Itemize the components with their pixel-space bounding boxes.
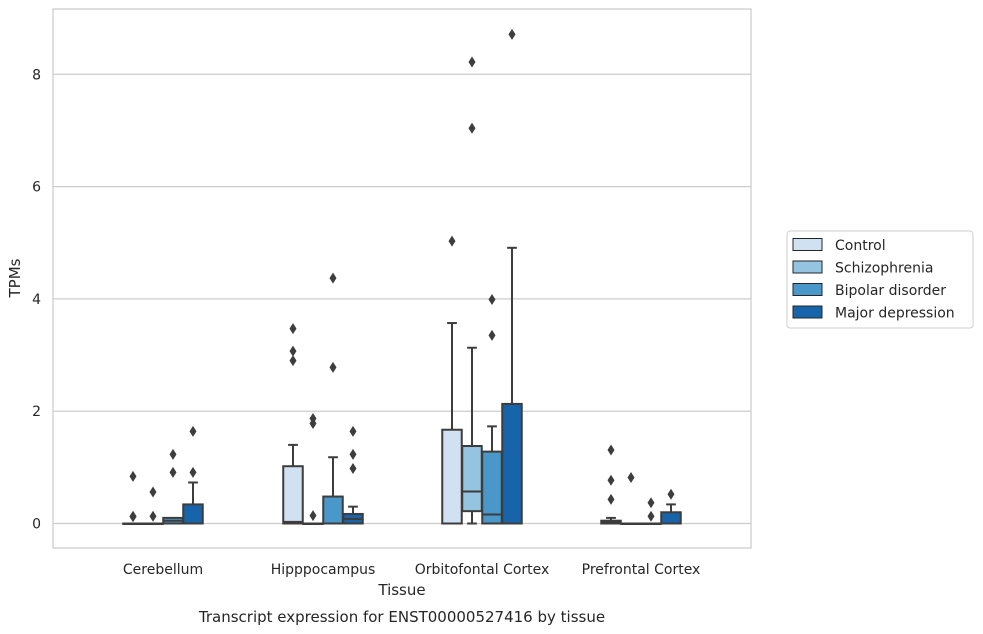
outlier-point [468, 122, 476, 134]
legend-swatch [792, 283, 823, 296]
y-axis-title: TPMs [6, 258, 24, 298]
box-group [620, 471, 642, 525]
x-axis-ticks: Cerebellum Hipppocampus Orbitofontal Corte… [123, 562, 700, 578]
plot-area-frame [52, 8, 752, 549]
outlier-point [289, 323, 297, 335]
outlier-point [129, 470, 137, 482]
legend-label: Major depression [835, 306, 955, 322]
outlier-point [647, 510, 655, 522]
y-tick-label: 8 [32, 67, 41, 83]
outlier-point [488, 293, 496, 305]
outlier-point [169, 448, 177, 460]
x-tick-label: Prefrontal Cortex [582, 562, 701, 578]
box-group [282, 323, 304, 525]
y-tick-label: 6 [32, 180, 41, 196]
outlier-point [169, 466, 177, 478]
outlier-point [189, 425, 197, 437]
box [501, 402, 523, 525]
legend-swatch [792, 238, 823, 251]
x-tick-label: Orbitofontal Cortex [415, 562, 550, 578]
box-group [342, 425, 364, 525]
box [182, 503, 204, 525]
outlier-point [149, 486, 157, 498]
outlier-point [289, 355, 297, 367]
box [441, 428, 463, 525]
outlier-point [309, 510, 317, 522]
outlier-point [129, 511, 137, 523]
legend-label: Schizophrenia [835, 261, 933, 277]
box [660, 511, 682, 525]
outlier-point [349, 462, 357, 474]
outlier-point [627, 471, 635, 483]
outlier-point [468, 56, 476, 68]
outlier-point [667, 488, 675, 500]
box [282, 465, 304, 525]
outlier-point [309, 418, 317, 430]
y-tick-label: 2 [32, 404, 41, 420]
legend: Control Schizophrenia Bipolar disorder Majo… [786, 230, 974, 329]
box-group [302, 412, 324, 525]
box-group [481, 293, 503, 525]
outlier-point [488, 329, 496, 341]
box-group [182, 425, 204, 525]
y-tick-label: 0 [32, 517, 41, 533]
outlier-point [647, 497, 655, 509]
box [461, 445, 483, 513]
box-group [441, 235, 463, 525]
x-tick-label: Cerebellum [123, 562, 203, 578]
box-group [142, 486, 164, 525]
outlier-point [189, 466, 197, 478]
box-group [600, 444, 622, 525]
box-group [162, 448, 184, 525]
box-group [501, 28, 523, 525]
x-axis-title: Tissue [377, 581, 425, 599]
outlier-point [149, 510, 157, 522]
box-plot-series [122, 28, 682, 525]
box-group [640, 497, 662, 525]
outlier-point [349, 425, 357, 437]
box-group [322, 272, 344, 525]
box [481, 450, 503, 525]
outlier-point [448, 235, 456, 247]
outlier-point [329, 361, 337, 373]
box-group [660, 488, 682, 525]
x-tick-label: Hipppocampus [271, 562, 376, 578]
chart-caption: Transcript expression for ENST0000052741… [198, 608, 605, 626]
legend-label: Bipolar disorder [835, 283, 946, 299]
box-group [461, 56, 483, 525]
outlier-point [289, 345, 297, 357]
outlier-point [607, 493, 615, 505]
outlier-point [607, 444, 615, 456]
y-tick-label: 4 [32, 292, 41, 308]
legend-swatch [792, 305, 823, 319]
y-axis-ticks: 0 2 4 6 8 [32, 67, 41, 532]
box-group [122, 470, 144, 525]
gridlines [53, 73, 751, 525]
outlier-point [607, 474, 615, 486]
legend-swatch [792, 260, 823, 274]
legend-label: Control [835, 238, 886, 254]
outlier-point [508, 28, 516, 40]
outlier-point [349, 448, 357, 460]
legend-frame [786, 230, 974, 329]
box [322, 495, 344, 525]
outlier-point [329, 272, 337, 284]
